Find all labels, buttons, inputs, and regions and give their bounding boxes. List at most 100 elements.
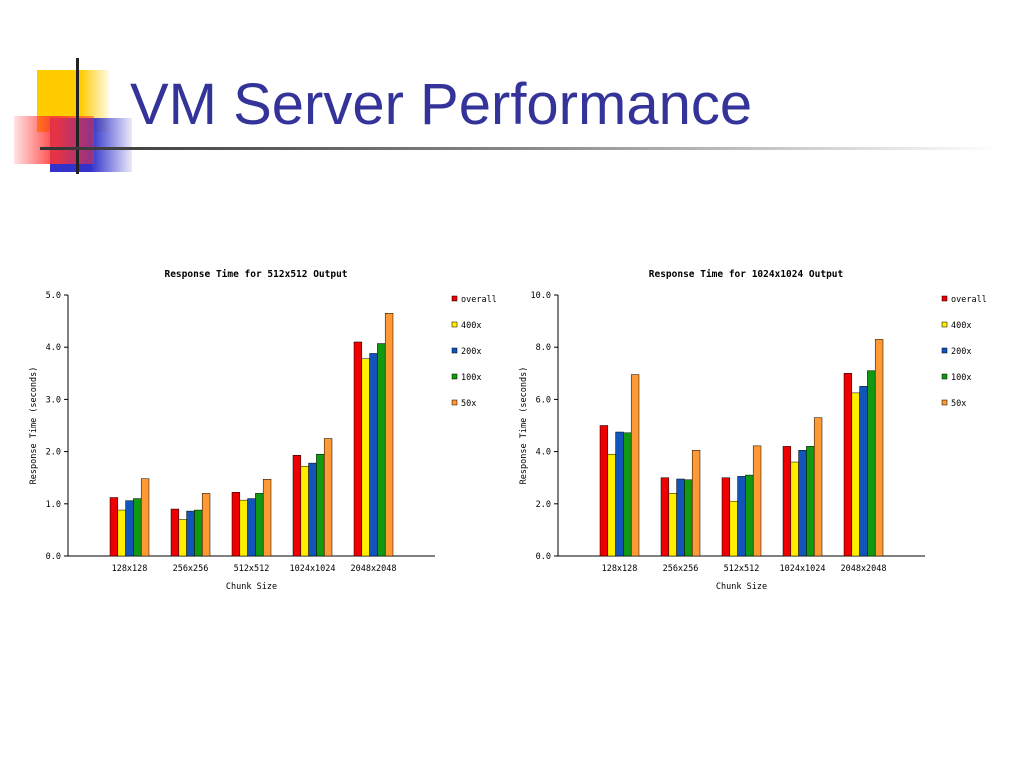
legend-swatch <box>941 399 948 406</box>
bar <box>231 492 241 557</box>
y-tick-label: 3.0 <box>46 395 61 405</box>
bar <box>668 493 677 557</box>
legend-swatch <box>451 399 458 406</box>
bar <box>125 500 134 557</box>
bar <box>178 519 187 557</box>
x-tick-label: 512x512 <box>234 564 270 574</box>
bar <box>630 374 640 557</box>
x-tick-label: 1024x1024 <box>779 564 825 574</box>
slide-title: VM Server Performance <box>130 72 753 137</box>
bar <box>859 386 868 557</box>
deco-vertical-line <box>76 58 79 174</box>
legend-label: 100x <box>461 373 481 383</box>
legend-swatch <box>451 321 458 328</box>
bar <box>300 465 309 557</box>
bar <box>377 343 386 557</box>
legend-label: 200x <box>951 347 971 357</box>
y-tick-label: 5.0 <box>46 291 61 301</box>
bar <box>384 313 394 557</box>
bar <box>721 477 731 557</box>
x-tick-label: 512x512 <box>724 564 760 574</box>
legend-swatch <box>451 373 458 380</box>
legend-label: overall <box>951 295 987 305</box>
y-tick-label: 0.0 <box>46 552 61 562</box>
bar <box>874 339 884 557</box>
bar <box>782 446 792 557</box>
bar <box>117 509 126 557</box>
y-tick-label: 4.0 <box>536 448 551 458</box>
bar <box>353 341 363 557</box>
legend-swatch <box>941 295 948 302</box>
legend-label: 200x <box>461 347 481 357</box>
y-tick-label: 8.0 <box>536 343 551 353</box>
bar <box>361 358 370 557</box>
bar <box>323 438 333 557</box>
bar <box>623 432 632 557</box>
y-tick-label: 2.0 <box>536 500 551 510</box>
bar <box>660 477 670 557</box>
x-tick-label: 128x128 <box>602 564 638 574</box>
chart-1024-output: Response Time for 1024x1024 Output 0.0 2.0… <box>510 262 990 602</box>
bar <box>813 417 823 557</box>
y-axis-label: Response Time (seconds) <box>29 367 39 485</box>
chart-512-output: Response Time for 512x512 Output 0.0 1.0 2.… <box>20 262 500 602</box>
bar <box>790 461 799 557</box>
bar <box>843 373 853 557</box>
bar <box>369 353 378 557</box>
y-tick-label: 0.0 <box>536 552 551 562</box>
x-tick-label: 128x128 <box>112 564 148 574</box>
legend-swatch <box>941 347 948 354</box>
chart-title: Response Time for 1024x1024 Output <box>649 269 843 280</box>
x-tick-label: 1024x1024 <box>289 564 335 574</box>
x-axis-label: Chunk Size <box>226 582 277 592</box>
x-axis-label: Chunk Size <box>716 582 767 592</box>
bar <box>308 462 317 557</box>
bar <box>676 478 685 557</box>
x-tick-label: 2048x2048 <box>840 564 886 574</box>
chart-title: Response Time for 512x512 Output <box>164 269 347 280</box>
legend-label: 400x <box>951 321 971 331</box>
bar <box>133 498 142 557</box>
bar <box>615 431 624 557</box>
bar <box>752 445 762 557</box>
chart-svg: Response Time for 512x512 Output 0.0 1.0 2.… <box>29 269 497 592</box>
bar <box>599 425 609 557</box>
slide-decoration <box>14 58 1000 174</box>
deco-red-square <box>14 116 94 164</box>
bar <box>691 450 701 557</box>
bar <box>186 510 195 557</box>
bar <box>806 446 815 557</box>
legend-swatch <box>941 321 948 328</box>
chart-svg: Response Time for 1024x1024 Output 0.0 2.0… <box>519 269 987 592</box>
legend-label: 400x <box>461 321 481 331</box>
bar <box>798 450 807 557</box>
bar <box>737 476 746 557</box>
bar <box>239 499 248 557</box>
bar <box>262 479 272 557</box>
x-tick-label: 256x256 <box>663 564 699 574</box>
bar <box>745 474 754 557</box>
bar <box>867 370 876 557</box>
legend-swatch <box>941 373 948 380</box>
deco-horizontal-line <box>40 147 1000 150</box>
bar <box>316 453 325 557</box>
y-axis-label: Response Time (seconds) <box>519 367 529 485</box>
x-tick-label: 256x256 <box>173 564 209 574</box>
legend-swatch <box>451 347 458 354</box>
x-tick-label: 2048x2048 <box>350 564 396 574</box>
legend-label: 50x <box>461 399 476 409</box>
y-tick-label: 1.0 <box>46 500 61 510</box>
bar <box>292 455 302 557</box>
legend-label: overall <box>461 295 497 305</box>
bar <box>109 497 119 557</box>
bar <box>247 498 256 557</box>
y-tick-label: 2.0 <box>46 448 61 458</box>
bar <box>607 453 616 557</box>
bar <box>255 493 264 557</box>
y-tick-label: 6.0 <box>536 395 551 405</box>
bar <box>201 493 211 557</box>
bar <box>729 500 738 557</box>
y-tick-label: 10.0 <box>531 291 551 301</box>
bar <box>140 478 150 557</box>
bar <box>194 509 203 557</box>
